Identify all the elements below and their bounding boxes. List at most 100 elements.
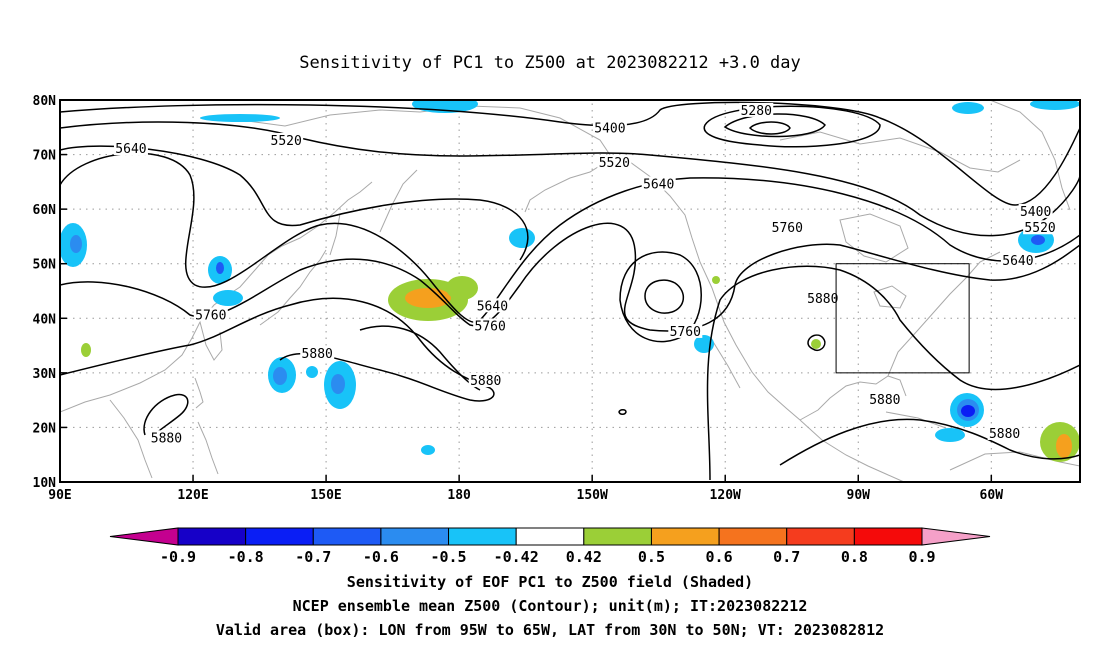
contour-label: 5760 — [475, 319, 506, 334]
colorbar-segment — [245, 527, 314, 546]
contour-label: 5520 — [599, 156, 630, 171]
y-tick-label: 50N — [33, 258, 57, 273]
colorbar-segment — [718, 527, 788, 546]
coastline-cuba — [885, 411, 947, 429]
x-tick-label: 60W — [980, 488, 1004, 503]
colorbar-segment — [853, 527, 923, 546]
colorbar-segment — [448, 527, 517, 546]
colorbar-segment — [786, 527, 855, 546]
y-tick-label: 20N — [33, 421, 57, 436]
contour-label: 5880 — [869, 393, 900, 408]
coastline-us-east — [887, 251, 1001, 377]
contour-label-bg — [149, 430, 184, 445]
contour-label: 5640 — [115, 142, 146, 157]
contour-label: 5880 — [151, 431, 182, 446]
shaded-region-central-pacific-positive — [388, 276, 478, 321]
contour-label: 5880 — [302, 347, 333, 362]
contour-5640-east — [479, 177, 1080, 321]
valid-area-box — [835, 263, 970, 374]
contour-5640-west — [60, 152, 481, 323]
contour-5400 — [60, 101, 1080, 206]
colorbar-segment — [380, 527, 450, 546]
y-tick-label: 10N — [33, 476, 57, 491]
contour-label: 5760 — [772, 221, 803, 236]
coastline-north-america-west — [611, 157, 801, 421]
contour-5880-mid — [359, 325, 481, 391]
coastline-sakhalin — [329, 213, 341, 256]
contour-label: 5880 — [807, 292, 838, 307]
colorbar-tick-label: 0.9 — [908, 548, 935, 566]
contour-5280-closed — [703, 105, 881, 148]
x-tick-label: 180 — [447, 488, 471, 503]
colorbar-high-extend — [921, 527, 991, 546]
contour-label-bg — [113, 141, 148, 156]
contour-label: 5760 — [670, 325, 701, 340]
contour-label-bg — [475, 298, 510, 313]
colorbar-low-extend — [109, 527, 179, 546]
chart-title: Sensitivity of PC1 to Z500 at 2023082212… — [299, 53, 801, 73]
contour-5160-inner — [748, 121, 791, 135]
footer-line-2: NCEP ensemble mean Z500 (Contour); unit(… — [293, 597, 808, 615]
coastline-canada-arctic — [779, 131, 1021, 173]
coastline-japan — [259, 249, 327, 326]
contour-label-bg — [805, 291, 840, 306]
coastline-central-america — [799, 419, 905, 482]
colorbar-tick-label: 0.42 — [566, 548, 602, 566]
contour-5760-west — [60, 222, 1080, 332]
contour-label-bg — [867, 392, 902, 407]
y-tick-label: 40N — [33, 312, 57, 327]
y-tick-label: 80N — [33, 94, 57, 109]
contour-label: 5640 — [1002, 254, 1033, 269]
contour-label-bg — [597, 154, 632, 169]
colorbar: -0.9 -0.8 -0.7 -0.6 -0.5 -0.42 0.42 0.5 0.6 0.7 0.… — [109, 527, 991, 566]
colorbar-segment — [650, 527, 720, 546]
contour-labels: 5280540054005520552055205640564056405640… — [113, 102, 1058, 446]
contour-5760-low-outer — [619, 251, 702, 343]
shaded-region-atlantic-positive — [1040, 422, 1080, 462]
contour-label: 5400 — [594, 121, 625, 136]
coastline-south-america — [949, 451, 1080, 471]
contour-label-bg — [770, 220, 805, 235]
contour-label: 5880 — [470, 374, 501, 389]
contour-label-bg — [1018, 203, 1053, 218]
coastline-hudson-bay — [839, 213, 909, 263]
colorbar-tick-label: -0.9 — [160, 548, 196, 566]
x-tick-label: 120E — [177, 488, 208, 503]
contour-label-bg — [473, 318, 508, 333]
x-tick-label: 90W — [847, 488, 871, 503]
colorbar-tick-label: 0.7 — [773, 548, 800, 566]
contour-label-bg — [193, 307, 228, 322]
coastline-indochina — [109, 399, 153, 479]
coastline-gulf-of-mexico — [799, 375, 907, 421]
colorbar-tick-label: -0.6 — [363, 548, 399, 566]
coastline-taiwan — [194, 377, 204, 409]
colorbar-tick-label: -0.8 — [228, 548, 264, 566]
colorbar-tick-label: 0.5 — [638, 548, 665, 566]
contour-small-ring-1 — [807, 334, 826, 352]
footer-line-3: Valid area (box): LON from 95W to 65W, L… — [216, 621, 884, 639]
coastline-korea — [199, 321, 223, 361]
colorbar-tick-label: -0.7 — [295, 548, 331, 566]
z500-contours — [60, 101, 1080, 481]
x-tick-label: 90E — [48, 488, 71, 503]
contour-5880-west — [60, 297, 495, 402]
contour-label: 5520 — [1024, 221, 1055, 236]
plot-frame — [59, 99, 1081, 483]
x-tick-label: 150W — [577, 488, 608, 503]
coastline-greenland — [989, 100, 1071, 211]
contour-5880-america — [706, 265, 1080, 481]
x-tick-label: 150E — [310, 488, 341, 503]
contour-label: 5880 — [989, 427, 1020, 442]
coastline-kamchatka — [379, 169, 418, 233]
contour-5880-philippine — [143, 393, 189, 441]
colorbar-tick-label: -0.42 — [494, 548, 539, 566]
contour-label: 5280 — [741, 104, 772, 119]
sensitivity-shading — [60, 100, 1080, 462]
contour-label-bg — [739, 102, 774, 117]
contour-label-bg — [300, 345, 335, 360]
colorbar-segment — [515, 527, 585, 546]
y-tick-label: 30N — [33, 367, 57, 382]
contour-label-bg — [1023, 220, 1058, 235]
contour-label-bg — [1000, 252, 1035, 267]
